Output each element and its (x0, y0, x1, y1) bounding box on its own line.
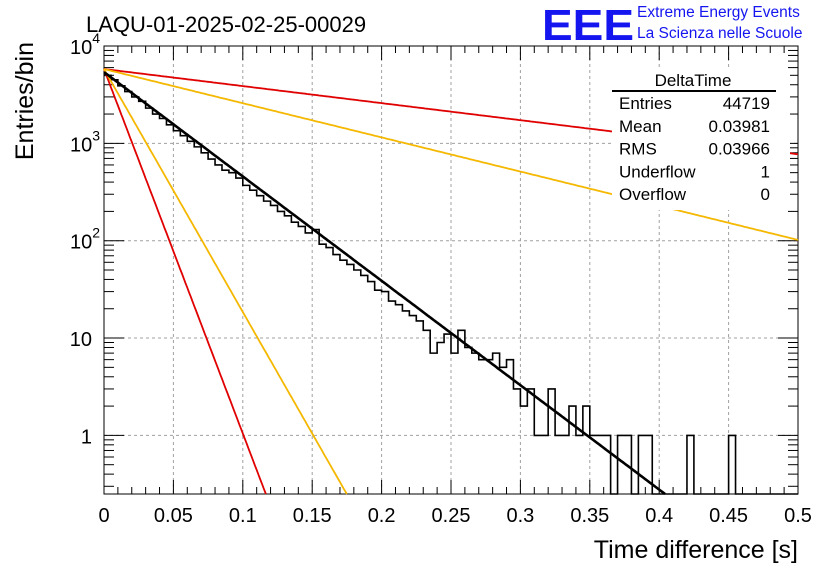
stats-value: 44719 (723, 94, 770, 113)
x-tick-label: 0.1 (229, 505, 257, 527)
x-tick-label: 0.35 (570, 505, 609, 527)
x-axis-title: Time difference [s] (594, 536, 798, 564)
stats-value: 0.03981 (709, 117, 770, 136)
eee-logo: EEE Extreme Energy Events La Scienza nel… (542, 1, 802, 50)
x-tick-label: 0.05 (154, 505, 193, 527)
x-tick-label: 0.4 (645, 505, 673, 527)
histogram (104, 74, 798, 495)
stats-label: RMS (619, 140, 657, 159)
stats-box-rows: Entries 44719 Mean 0.03981 RMS 0.03966 Underfl… (619, 94, 770, 204)
x-tick-label: 0.5 (784, 505, 812, 527)
stats-label: Overflow (619, 185, 687, 204)
x-tick-label: 0.3 (506, 505, 534, 527)
stats-box-title: DeltaTime (655, 71, 732, 90)
y-tick-label: 1 (81, 426, 92, 448)
logo-mark: EEE (542, 1, 634, 50)
y-tick-label: 104 (70, 30, 100, 59)
stats-value: 1 (761, 162, 770, 181)
y-tick-labels: 1 10 102 103 104 (70, 30, 100, 448)
x-tick-label: 0.15 (293, 505, 332, 527)
axis-ticks (103, 45, 799, 494)
x-tick-labels: 0 0.05 0.1 0.15 0.2 0.25 0.3 0.35 0.4 0.45 0.5 (98, 505, 811, 527)
x-tick-label: 0.25 (432, 505, 471, 527)
y-axis-title: Entries/bin (11, 42, 39, 160)
x-tick-label: 0.2 (368, 505, 396, 527)
run-title: LAQU-01-2025-02-25-00029 (86, 12, 366, 37)
y-tick-label: 102 (70, 225, 100, 254)
fit-curve-5 (103, 68, 348, 495)
logo-line-1: Extreme Energy Events (637, 4, 800, 21)
y-tick-label: 103 (70, 127, 100, 156)
logo-line-2: La Scienza nelle Scuole (637, 25, 802, 42)
stats-label: Underflow (619, 162, 696, 181)
x-tick-label: 0.45 (709, 505, 748, 527)
stats-value: 0 (761, 185, 770, 204)
fit-curve-4 (103, 68, 267, 495)
histogram-outline (104, 74, 798, 495)
stats-label: Entries (619, 94, 672, 113)
stats-value: 0.03966 (709, 140, 770, 159)
fit-curve-3 (103, 68, 799, 241)
stats-box-background (612, 70, 790, 210)
y-tick-label: 10 (70, 329, 92, 351)
stats-box: DeltaTime Entries 44719 Mean 0.03981 RMS 0.03… (612, 70, 790, 210)
stats-label: Mean (619, 117, 662, 136)
x-tick-label: 0 (98, 505, 109, 527)
fit-curve-1 (103, 71, 666, 495)
